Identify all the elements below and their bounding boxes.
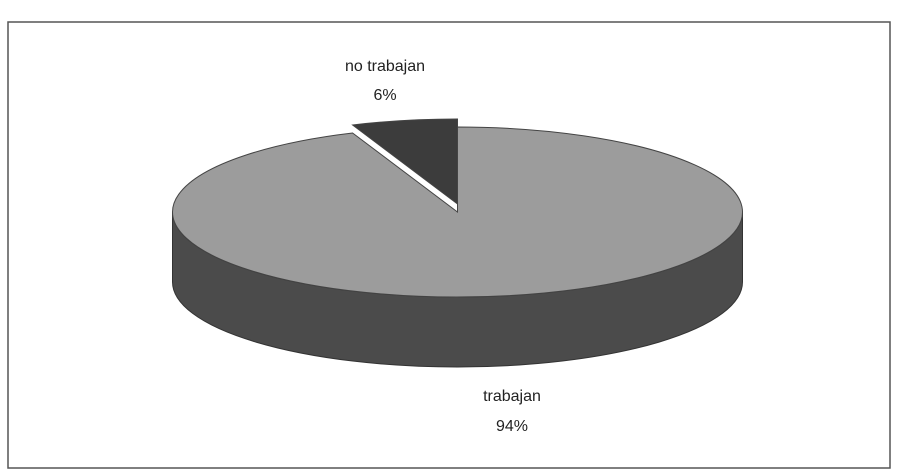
pie-slice <box>351 118 458 206</box>
pie <box>172 118 743 368</box>
slice-label: no trabajan <box>345 58 425 75</box>
slice-label: trabajan <box>483 388 541 405</box>
slice-value-label: 6% <box>373 87 396 104</box>
pie-slice <box>172 126 743 298</box>
slice-value-label: 94% <box>496 418 528 435</box>
